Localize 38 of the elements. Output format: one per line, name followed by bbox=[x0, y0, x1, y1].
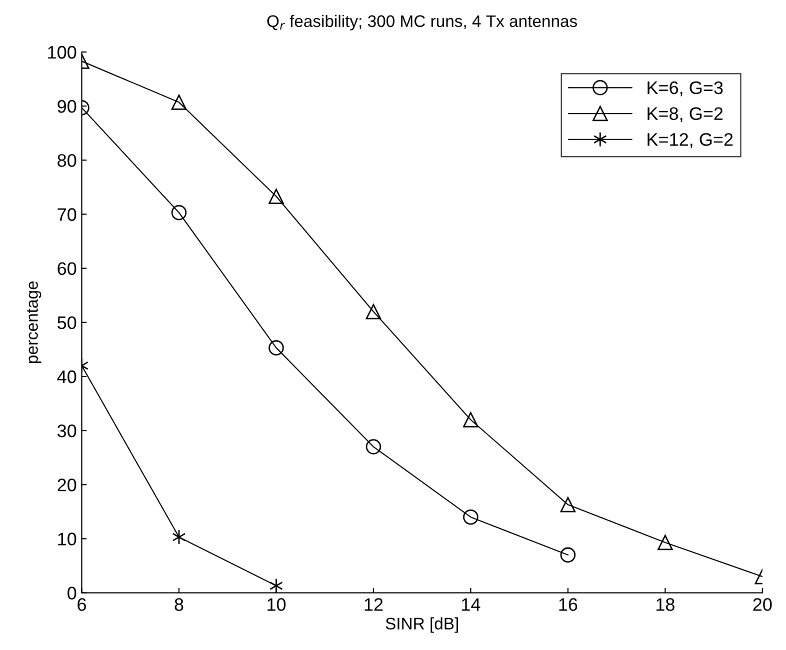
x-axis-title: SINR [dB] bbox=[386, 617, 458, 633]
x-tick-label: 10 bbox=[268, 598, 286, 611]
x-tick-label: 14 bbox=[462, 598, 480, 611]
x-tick-label: 8 bbox=[174, 598, 184, 611]
y-tick-label: 90 bbox=[58, 100, 76, 113]
chart-title: Q$_{r}$ feasibility; 300 MC runs, 4 Tx antennas bbox=[267, 14, 578, 30]
point bbox=[172, 529, 186, 545]
point bbox=[560, 497, 576, 512]
y-tick-label: 100 bbox=[48, 46, 76, 59]
point bbox=[268, 188, 284, 204]
y-tick-label: 60 bbox=[58, 262, 76, 276]
y-axis-title: percentage bbox=[26, 281, 42, 364]
point bbox=[366, 439, 382, 454]
y-tick-label: 70 bbox=[58, 208, 76, 221]
x-tick-label: 6 bbox=[78, 598, 86, 611]
y-tick-label: 30 bbox=[57, 424, 76, 438]
point bbox=[268, 340, 284, 356]
x-tick-label: 12 bbox=[364, 598, 383, 611]
legend-label: K=8, G=2 bbox=[648, 107, 723, 122]
point bbox=[366, 304, 382, 320]
point bbox=[560, 547, 576, 563]
point bbox=[658, 534, 673, 550]
y-tick-label: 40 bbox=[57, 370, 76, 384]
point bbox=[463, 412, 478, 428]
y-tick-label: 80 bbox=[58, 154, 76, 167]
y-tick-label: 50 bbox=[58, 316, 76, 330]
y-tick-label: 0 bbox=[68, 586, 76, 600]
point bbox=[270, 578, 283, 593]
legend-label: K=6, G=3 bbox=[648, 81, 723, 96]
point bbox=[171, 204, 187, 220]
x-tick-label: 16 bbox=[559, 598, 578, 611]
point bbox=[463, 509, 478, 525]
y-tick-label: 10 bbox=[58, 532, 76, 546]
point bbox=[171, 94, 187, 110]
y-tick-label: 20 bbox=[58, 478, 76, 492]
x-tick-label: 18 bbox=[656, 598, 674, 611]
legend-label: K=12, G=2 bbox=[648, 133, 733, 148]
x-tick-label: 20 bbox=[753, 598, 772, 611]
